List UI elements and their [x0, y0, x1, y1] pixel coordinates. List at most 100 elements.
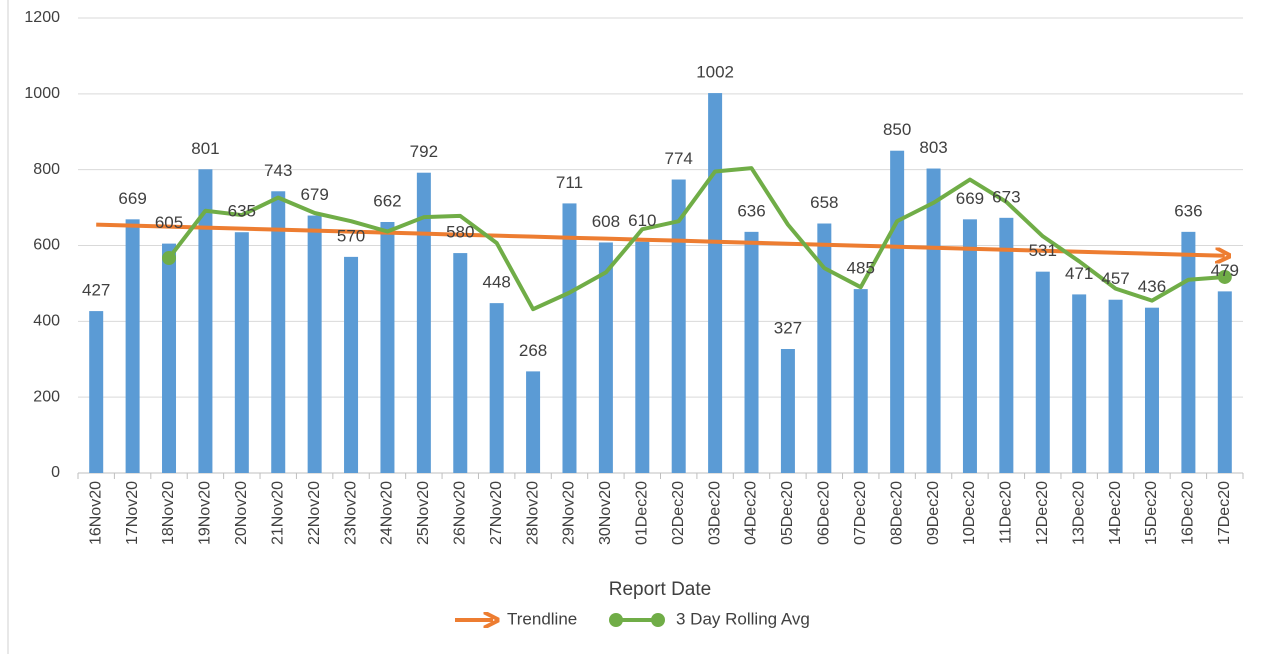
data-label: 327 [774, 318, 802, 337]
x-tick-label: 20Nov20 [233, 481, 250, 545]
y-tick-label: 1000 [24, 85, 60, 102]
data-label: 610 [628, 211, 656, 230]
y-tick-label: 200 [33, 388, 60, 405]
x-tick-label: 07Dec20 [852, 481, 869, 545]
data-label: 669 [956, 189, 984, 208]
x-tick-label: 10Dec20 [961, 481, 978, 545]
data-label: 608 [592, 212, 620, 231]
y-tick-label: 1200 [24, 9, 60, 26]
bar [198, 169, 213, 473]
bar [562, 203, 577, 473]
x-tick-label: 17Nov20 [124, 481, 141, 545]
bar [744, 231, 759, 473]
bar [234, 232, 249, 473]
bar [598, 242, 613, 473]
data-label: 570 [337, 226, 365, 245]
x-tick-label: 05Dec20 [779, 481, 796, 545]
x-tick-label: 16Nov20 [87, 481, 104, 545]
data-label: 803 [919, 138, 947, 157]
bar [890, 150, 905, 474]
x-tick-label: 12Dec20 [1034, 481, 1051, 545]
data-label: 662 [373, 191, 401, 210]
y-tick-label: 400 [33, 313, 60, 330]
x-tick-label: 18Nov20 [160, 481, 177, 545]
x-tick-label: 11Dec20 [998, 481, 1015, 544]
bar [453, 253, 468, 473]
data-label: 669 [118, 189, 146, 208]
x-tick-label: 08Dec20 [888, 481, 905, 545]
data-label: 711 [556, 173, 583, 192]
rolling-avg-marker [1217, 269, 1232, 284]
x-tick-label: 15Dec20 [1143, 481, 1160, 545]
x-tick-label: 26Nov20 [451, 481, 468, 545]
bar [962, 219, 977, 473]
data-label: 801 [191, 139, 219, 158]
data-label: 479 [1211, 261, 1239, 280]
bar [307, 215, 322, 473]
bar [380, 221, 395, 473]
data-label: 658 [810, 193, 838, 212]
bar [853, 289, 868, 473]
x-tick-label: 25Nov20 [415, 481, 432, 545]
data-label: 436 [1138, 277, 1166, 296]
bar [1144, 307, 1159, 473]
x-tick-label: 06Dec20 [816, 481, 833, 545]
bar [1217, 291, 1232, 473]
bar [89, 311, 104, 473]
bar [780, 349, 795, 473]
data-label: 457 [1101, 269, 1129, 288]
data-label: 1002 [696, 63, 734, 82]
trendline [96, 222, 1225, 256]
data-label: 580 [446, 223, 474, 242]
bar [526, 371, 541, 473]
x-tick-label: 29Nov20 [561, 481, 578, 545]
x-tick-label: 27Nov20 [488, 481, 505, 545]
data-label: 743 [264, 161, 292, 180]
data-label: 448 [482, 273, 510, 292]
data-label: 268 [519, 341, 547, 360]
bar [1035, 271, 1050, 473]
legend-marker [651, 613, 665, 627]
bar [817, 223, 832, 473]
data-label: 427 [82, 281, 110, 300]
bar [671, 179, 686, 473]
bar [926, 168, 941, 473]
rolling-avg-line [167, 166, 1225, 312]
legend-label: Trendline [507, 609, 577, 628]
x-tick-label: 13Dec20 [1070, 481, 1087, 545]
data-label: 673 [992, 187, 1020, 206]
data-label: 471 [1065, 264, 1093, 283]
data-label: 774 [665, 149, 693, 168]
y-tick-label: 800 [33, 161, 60, 178]
bar [416, 172, 431, 473]
x-tick-label: 24Nov20 [379, 481, 396, 545]
x-tick-label: 22Nov20 [306, 481, 323, 545]
x-tick-label: 16Dec20 [1180, 481, 1197, 545]
data-label: 605 [155, 213, 183, 232]
x-tick-label: 01Dec20 [634, 481, 651, 545]
x-tick-label: 02Dec20 [670, 481, 687, 545]
data-label: 635 [228, 202, 256, 221]
x-tick-label: 23Nov20 [342, 481, 359, 545]
bar [271, 191, 286, 473]
rolling-avg-marker [162, 251, 177, 266]
x-tick-label: 09Dec20 [925, 481, 942, 545]
data-label: 792 [410, 142, 438, 161]
data-label: 531 [1029, 241, 1057, 260]
bar [489, 303, 504, 473]
x-tick-label: 04Dec20 [743, 481, 760, 545]
data-label: 850 [883, 120, 911, 139]
y-tick-label: 0 [51, 464, 60, 481]
bar [999, 217, 1014, 473]
legend-label: 3 Day Rolling Avg [676, 609, 810, 628]
legend-marker [609, 613, 623, 627]
bar [125, 219, 140, 473]
x-tick-label: 30Nov20 [597, 481, 614, 545]
data-label: 485 [847, 259, 875, 278]
x-tick-label: 14Dec20 [1107, 481, 1124, 545]
bar [1181, 231, 1196, 473]
x-axis-title: Report Date [609, 579, 711, 600]
x-tick-label: 17Dec20 [1216, 481, 1233, 545]
bar [1072, 294, 1087, 473]
